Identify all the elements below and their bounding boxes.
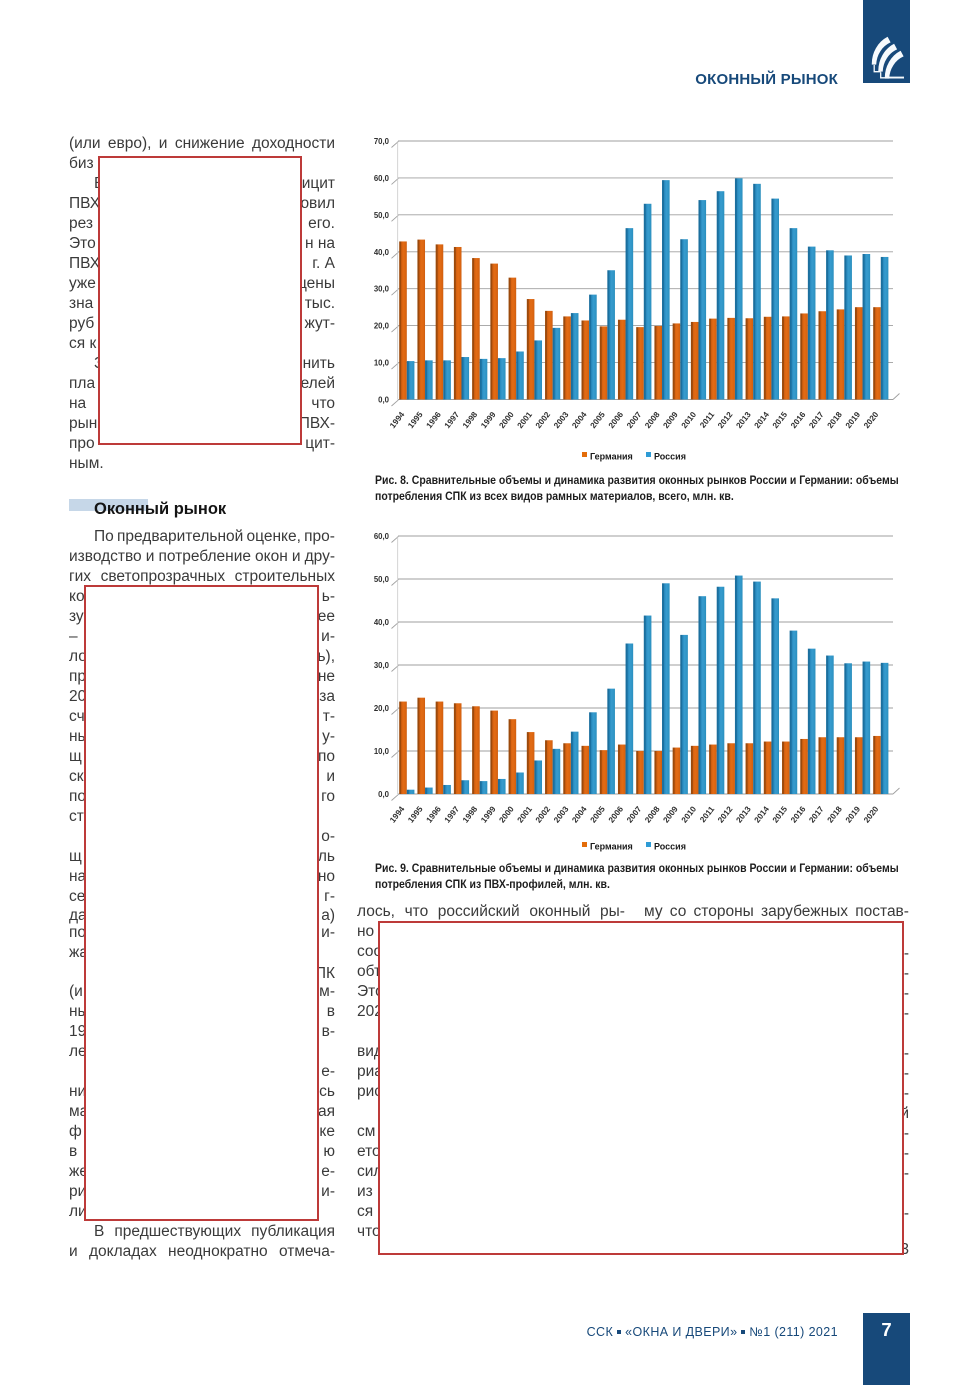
svg-text:10,0: 10,0 [374,359,390,368]
svg-text:2006: 2006 [607,410,626,430]
svg-text:Германия: Германия [590,842,633,852]
svg-text:2015: 2015 [771,410,790,430]
svg-text:2012: 2012 [716,804,735,824]
svg-text:2007: 2007 [625,410,644,430]
svg-text:2004: 2004 [570,410,589,430]
svg-text:1995: 1995 [406,410,425,430]
svg-text:2017: 2017 [807,804,826,824]
svg-text:2003: 2003 [552,804,571,824]
svg-text:70,0: 70,0 [374,137,390,146]
svg-text:1997: 1997 [443,804,462,824]
svg-text:2009: 2009 [661,804,680,824]
svg-text:2016: 2016 [789,804,808,824]
svg-text:40,0: 40,0 [374,618,390,627]
svg-text:2016: 2016 [789,410,808,430]
svg-text:Германия: Германия [590,452,633,462]
svg-text:1997: 1997 [443,410,462,430]
svg-text:2001: 2001 [516,410,535,430]
svg-text:2011: 2011 [698,804,716,824]
svg-text:Россия: Россия [654,452,686,462]
svg-text:1996: 1996 [425,804,444,824]
svg-text:2018: 2018 [826,410,845,430]
svg-text:2018: 2018 [826,804,845,824]
svg-text:2020: 2020 [862,804,881,824]
svg-text:2000: 2000 [497,410,516,430]
svg-text:2013: 2013 [734,410,753,430]
svg-text:1999: 1999 [479,410,498,430]
svg-text:2005: 2005 [589,804,608,824]
svg-text:2007: 2007 [625,804,644,824]
svg-text:20,0: 20,0 [374,322,390,331]
svg-text:0,0: 0,0 [378,396,390,405]
svg-text:1999: 1999 [479,804,498,824]
svg-text:0,0: 0,0 [378,790,390,799]
svg-text:2002: 2002 [534,804,553,824]
svg-text:1998: 1998 [461,410,480,430]
svg-text:2010: 2010 [680,804,699,824]
svg-text:1995: 1995 [406,804,425,824]
svg-text:2019: 2019 [844,804,863,824]
svg-text:30,0: 30,0 [374,661,390,670]
svg-text:50,0: 50,0 [374,211,390,220]
svg-text:2004: 2004 [570,804,589,824]
svg-text:2012: 2012 [716,410,735,430]
svg-text:10,0: 10,0 [374,747,390,756]
svg-text:1994: 1994 [388,410,407,430]
svg-text:2014: 2014 [753,410,772,430]
svg-text:2009: 2009 [661,410,680,430]
svg-text:50,0: 50,0 [374,575,390,584]
svg-text:2001: 2001 [516,804,535,824]
svg-text:60,0: 60,0 [374,174,390,183]
svg-text:2000: 2000 [497,804,516,824]
svg-text:2015: 2015 [771,804,790,824]
svg-text:2019: 2019 [844,410,863,430]
svg-text:2013: 2013 [734,804,753,824]
svg-text:2003: 2003 [552,410,571,430]
svg-text:40,0: 40,0 [374,248,390,257]
svg-text:2011: 2011 [698,410,716,430]
svg-text:1998: 1998 [461,804,480,824]
svg-text:2006: 2006 [607,804,626,824]
svg-text:2014: 2014 [753,804,772,824]
svg-text:60,0: 60,0 [374,532,390,541]
svg-text:2017: 2017 [807,410,826,430]
svg-text:2002: 2002 [534,410,553,430]
svg-text:2010: 2010 [680,410,699,430]
svg-text:Россия: Россия [654,842,686,852]
svg-text:1994: 1994 [388,804,407,824]
svg-text:30,0: 30,0 [374,285,390,294]
svg-text:2008: 2008 [643,410,662,430]
svg-text:2020: 2020 [862,410,881,430]
svg-text:2008: 2008 [643,804,662,824]
svg-text:2005: 2005 [589,410,608,430]
svg-text:1996: 1996 [425,410,444,430]
svg-text:20,0: 20,0 [374,704,390,713]
